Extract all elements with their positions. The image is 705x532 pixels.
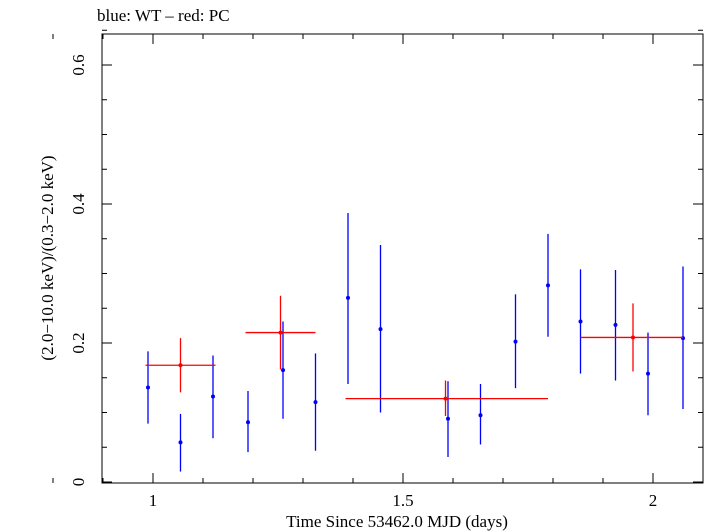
y-tick-label: 0.2	[69, 332, 88, 353]
data-point	[443, 396, 448, 401]
data-point	[631, 335, 635, 340]
data-point	[246, 420, 250, 425]
y-axis-label: (2.0−10.0 keV)/(0.3−2.0 keV)	[38, 155, 57, 360]
chart-title: blue: WT – red: PC	[97, 6, 230, 25]
data-point	[178, 440, 183, 445]
data-point	[378, 327, 383, 332]
data-point	[346, 295, 350, 300]
axis-ticks	[52, 29, 704, 483]
data-point	[613, 322, 618, 327]
data-point	[211, 394, 215, 399]
axis-tick-labels: 11.522.5300.20.40.6	[69, 54, 658, 510]
data-point	[313, 400, 318, 405]
y-tick-label: 0	[69, 478, 88, 487]
data-point	[578, 319, 583, 324]
data-point	[446, 416, 450, 421]
x-axis-label: Time Since 53462.0 MJD (days)	[286, 512, 508, 531]
data-point	[281, 368, 285, 373]
x-tick-label: 1	[149, 491, 158, 510]
data-point	[681, 336, 685, 341]
plot-frame	[101, 33, 704, 484]
data-point	[278, 330, 283, 335]
x-tick-label: 2	[649, 491, 658, 510]
data-point	[478, 413, 483, 418]
data-point	[546, 283, 550, 288]
y-tick-label: 0.4	[69, 193, 88, 215]
data-point	[646, 371, 650, 376]
data-point	[178, 363, 183, 368]
series-pc	[145, 295, 683, 416]
y-tick-label: 0.6	[69, 54, 88, 75]
series-wt	[146, 213, 685, 472]
data-marks	[145, 213, 685, 472]
x-tick-label: 1.5	[392, 491, 413, 510]
data-point	[513, 339, 518, 344]
data-point	[146, 385, 150, 390]
